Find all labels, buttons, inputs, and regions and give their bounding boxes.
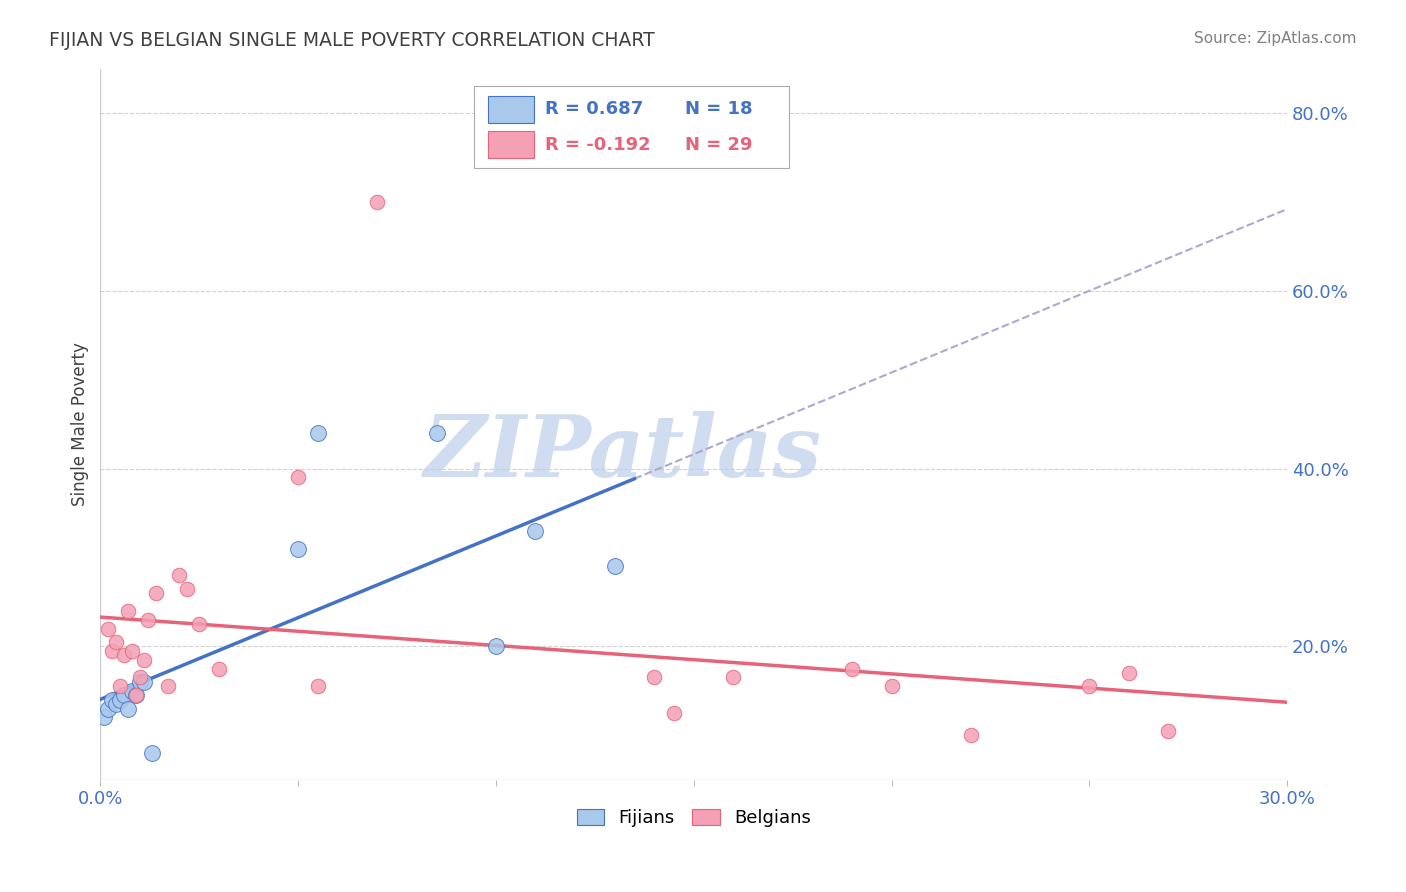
Point xyxy=(1118,665,1140,680)
Point xyxy=(97,622,120,636)
Point xyxy=(208,661,231,675)
Point xyxy=(112,648,135,662)
Point xyxy=(117,604,139,618)
Text: R = 0.687: R = 0.687 xyxy=(546,100,644,118)
Point xyxy=(176,582,198,596)
Point xyxy=(603,559,626,574)
Point xyxy=(524,524,547,538)
Point xyxy=(485,640,508,654)
Point xyxy=(132,652,155,666)
Y-axis label: Single Male Poverty: Single Male Poverty xyxy=(72,343,89,506)
Point xyxy=(136,613,159,627)
Text: N = 29: N = 29 xyxy=(685,136,752,153)
Point xyxy=(880,679,903,693)
Point xyxy=(117,701,139,715)
Point xyxy=(141,746,163,760)
Point xyxy=(1078,679,1101,693)
Legend: Fijians, Belgians: Fijians, Belgians xyxy=(569,802,818,835)
Point xyxy=(307,425,329,440)
Point xyxy=(287,541,309,556)
Point xyxy=(112,688,135,702)
Point xyxy=(121,683,143,698)
FancyBboxPatch shape xyxy=(474,87,789,168)
Point xyxy=(188,617,211,632)
Point xyxy=(105,635,128,649)
Point xyxy=(121,644,143,658)
Point xyxy=(156,679,179,693)
Point xyxy=(132,674,155,689)
Point xyxy=(662,706,685,720)
Point xyxy=(366,194,388,209)
Text: Source: ZipAtlas.com: Source: ZipAtlas.com xyxy=(1194,31,1357,46)
Point xyxy=(101,692,124,706)
Text: N = 18: N = 18 xyxy=(685,100,754,118)
Point xyxy=(307,679,329,693)
Point xyxy=(643,670,665,684)
Point xyxy=(108,692,131,706)
Point xyxy=(723,670,745,684)
Point xyxy=(1157,723,1180,738)
Point xyxy=(959,728,981,742)
Point xyxy=(129,674,152,689)
FancyBboxPatch shape xyxy=(488,95,533,122)
Point xyxy=(108,679,131,693)
FancyBboxPatch shape xyxy=(488,131,533,158)
Point xyxy=(287,470,309,484)
Point xyxy=(145,586,167,600)
Point xyxy=(426,425,449,440)
Point xyxy=(93,710,115,724)
Point xyxy=(105,697,128,711)
Point xyxy=(169,568,191,582)
Point xyxy=(97,701,120,715)
Text: FIJIAN VS BELGIAN SINGLE MALE POVERTY CORRELATION CHART: FIJIAN VS BELGIAN SINGLE MALE POVERTY CO… xyxy=(49,31,655,50)
Point xyxy=(125,688,148,702)
Point xyxy=(841,661,863,675)
Text: ZIPatlas: ZIPatlas xyxy=(423,410,821,494)
Point xyxy=(125,688,148,702)
Point xyxy=(101,644,124,658)
Text: R = -0.192: R = -0.192 xyxy=(546,136,651,153)
Point xyxy=(129,670,152,684)
